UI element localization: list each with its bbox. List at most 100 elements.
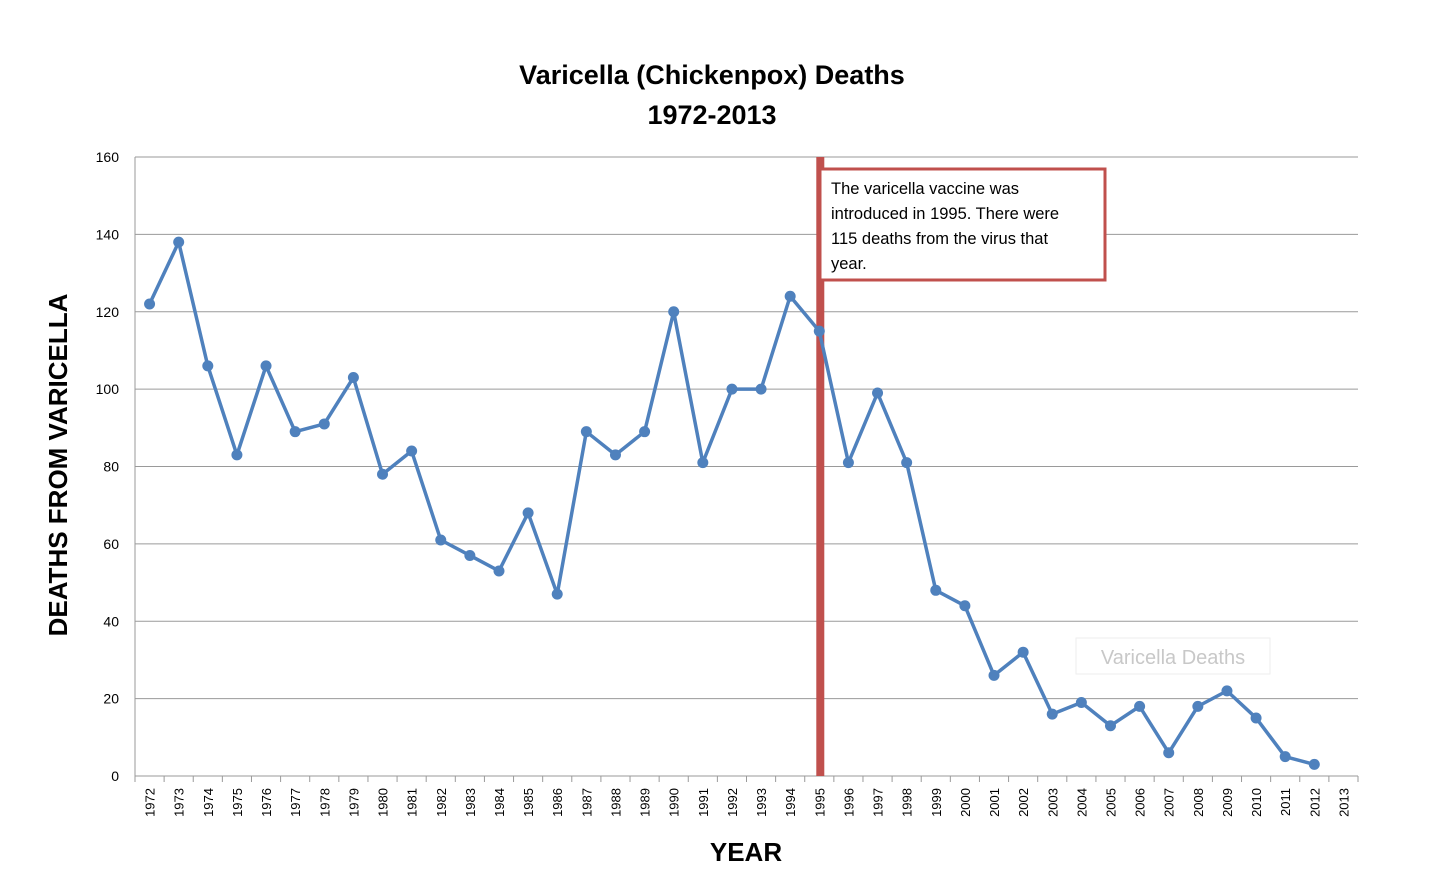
x-tick-label: 2007 — [1162, 788, 1177, 817]
x-tick-label: 1993 — [754, 788, 769, 817]
data-point — [173, 236, 185, 248]
data-point — [726, 383, 738, 395]
data-point — [1279, 751, 1291, 763]
x-tick-label: 2009 — [1220, 788, 1235, 817]
x-tick-label: 1987 — [579, 788, 594, 817]
y-tick-label: 0 — [111, 768, 119, 784]
x-tick-label: 1982 — [434, 788, 449, 817]
x-tick-label: 1990 — [667, 788, 682, 817]
data-point — [289, 426, 301, 438]
x-tick-label: 1986 — [550, 788, 565, 817]
x-tick-label: 2012 — [1307, 788, 1322, 817]
data-point — [377, 468, 389, 480]
data-point — [755, 383, 767, 395]
data-point — [1192, 700, 1204, 712]
x-tick-label: 1980 — [376, 788, 391, 817]
data-point — [842, 457, 854, 469]
x-tick-label: 2006 — [1133, 788, 1148, 817]
y-tick-label: 120 — [96, 304, 120, 320]
x-tick-label: 2008 — [1191, 788, 1206, 817]
data-point — [930, 584, 942, 596]
x-tick-label: 2013 — [1336, 788, 1351, 817]
x-tick-label: 2010 — [1249, 788, 1264, 817]
x-tick-label: 2001 — [987, 788, 1002, 817]
x-axis-label: YEAR — [710, 837, 782, 867]
y-tick-label: 60 — [103, 536, 119, 552]
x-tick-label: 1973 — [172, 788, 187, 817]
series-line — [147, 240, 1315, 767]
data-point — [784, 290, 796, 302]
x-tick-label: 1999 — [929, 788, 944, 817]
y-tick-label: 100 — [96, 381, 120, 397]
data-point — [260, 360, 272, 372]
data-point — [813, 325, 825, 337]
x-tick-label: 1977 — [288, 788, 303, 817]
x-tick-label: 2011 — [1278, 788, 1293, 816]
data-point — [202, 360, 214, 372]
x-tick-label: 1976 — [259, 788, 274, 817]
annotation-box — [818, 167, 1107, 282]
annotation-text: year. — [831, 255, 867, 273]
x-tick-label: 1981 — [405, 788, 420, 817]
series-label: Varicella Deaths — [1101, 647, 1245, 669]
x-tick-label: 2000 — [958, 788, 973, 817]
x-tick-label: 1995 — [812, 788, 827, 817]
data-point — [1250, 712, 1262, 724]
y-tick-label: 140 — [96, 226, 120, 242]
data-point — [1163, 747, 1175, 759]
x-tick-label: 1984 — [492, 788, 507, 817]
data-point — [551, 588, 563, 600]
data-point — [988, 669, 1000, 681]
data-point — [697, 457, 709, 469]
x-tick-label: 1997 — [871, 788, 886, 817]
data-point — [959, 600, 971, 612]
chart-title: Varicella (Chickenpox) Deaths — [519, 60, 905, 90]
y-axis-label: DEATHS FROM VARICELLA — [43, 293, 73, 636]
data-point — [668, 306, 680, 318]
data-point — [1221, 685, 1233, 697]
data-point — [872, 387, 884, 399]
annotation-text: 115 deaths from the virus that — [831, 230, 1048, 248]
x-tick-label: 1992 — [725, 788, 740, 817]
data-point — [406, 445, 418, 457]
x-tick-label: 1985 — [521, 788, 536, 817]
data-point — [1017, 646, 1029, 658]
x-tick-label: 2004 — [1074, 788, 1089, 817]
data-point — [1046, 708, 1058, 720]
x-tick-label: 1998 — [900, 788, 915, 817]
data-point — [144, 298, 156, 310]
data-point — [318, 418, 330, 430]
y-tick-label: 40 — [103, 613, 119, 629]
data-point — [1104, 720, 1116, 732]
x-tick-label: 2005 — [1103, 788, 1118, 817]
x-tick-label: 1983 — [463, 788, 478, 817]
annotation-text: introduced in 1995. There were — [831, 205, 1059, 223]
x-tick-label: 1989 — [638, 788, 653, 817]
data-point — [435, 534, 447, 546]
data-point — [639, 426, 651, 438]
data-point — [347, 372, 359, 384]
series-label-box: Varicella Deaths — [1075, 637, 1271, 675]
y-tick-label: 160 — [96, 149, 120, 165]
data-point — [1308, 758, 1320, 770]
x-tick-label: 1974 — [201, 788, 216, 817]
y-tick-label: 80 — [103, 459, 119, 475]
x-tick-label: 2003 — [1045, 788, 1060, 817]
data-point — [901, 457, 913, 469]
x-tick-label: 1978 — [317, 788, 332, 817]
data-point — [1075, 696, 1087, 708]
x-tick-label: 2002 — [1016, 788, 1031, 817]
x-tick-label: 1994 — [783, 788, 798, 817]
x-tick-label: 1988 — [608, 788, 623, 817]
data-point — [464, 549, 476, 561]
x-tick-label: 1979 — [346, 788, 361, 817]
x-tick-label: 1996 — [841, 788, 856, 817]
data-point — [609, 449, 621, 461]
data-point — [231, 449, 243, 461]
x-tick-label: 1991 — [696, 788, 711, 817]
data-point — [493, 565, 505, 577]
x-tick-label: 1972 — [143, 788, 158, 817]
y-tick-label: 20 — [103, 691, 119, 707]
data-point — [1134, 700, 1146, 712]
